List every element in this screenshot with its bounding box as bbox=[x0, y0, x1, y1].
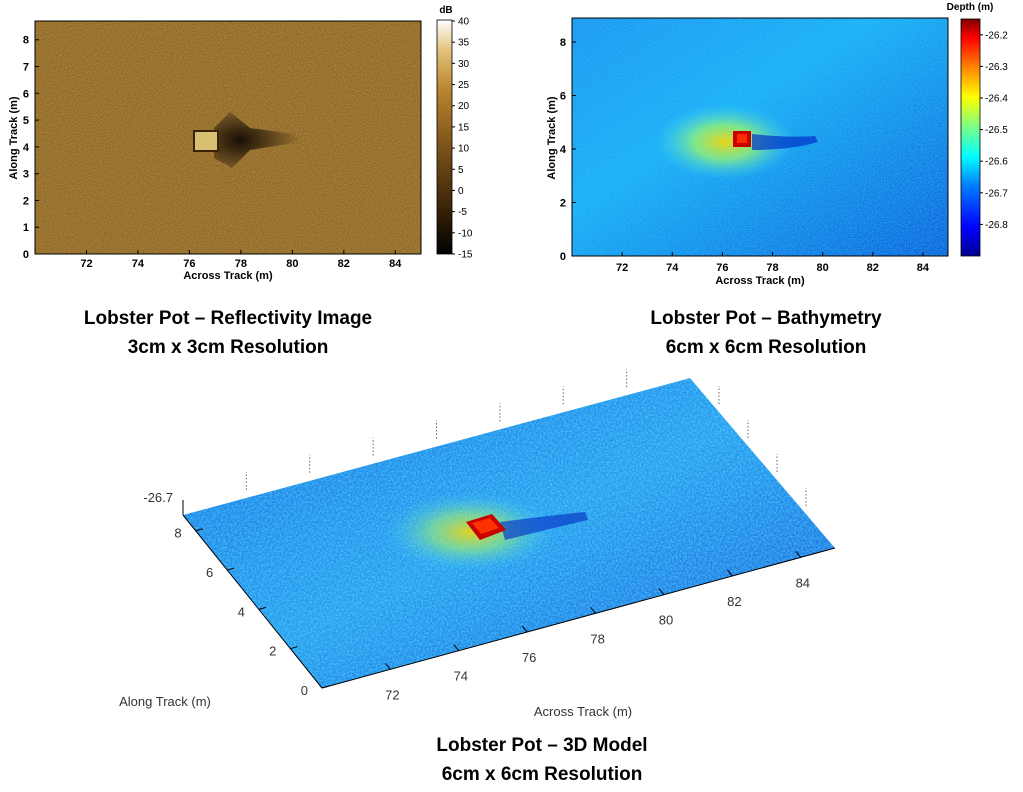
model3d-x-tick: 76 bbox=[522, 650, 536, 665]
model3d-caption: Lobster Pot – 3D Model 6cm x 6cm Resolut… bbox=[372, 731, 712, 789]
model3d-x-tick: 72 bbox=[385, 687, 399, 702]
reflectivity-y-axis: 0 1 2 3 4 5 6 7 8 bbox=[23, 35, 39, 261]
bathymetry-x-tick: 76 bbox=[716, 262, 728, 274]
bathymetry-y-axis: 0 2 4 6 8 bbox=[560, 37, 576, 263]
reflectivity-colorbar: dB 40 35 30 25 20 15 10 5 0 -5 -10 -15 bbox=[436, 5, 473, 261]
reflectivity-colorbar-tick: -10 bbox=[458, 228, 473, 239]
bathymetry-y-tick: 2 bbox=[560, 198, 566, 210]
model3d-y-label: Along Track (m) bbox=[119, 694, 211, 709]
bathymetry-colorbar-title: Depth (m) bbox=[947, 2, 994, 13]
bathymetry-y-tick: 8 bbox=[560, 37, 566, 49]
bathymetry-x-label: Across Track (m) bbox=[715, 275, 805, 287]
reflectivity-colorbar-title: dB bbox=[439, 5, 452, 16]
bathymetry-caption-resolution: 6cm x 6cm Resolution bbox=[665, 337, 867, 358]
bathymetry-x-axis: 72 74 76 78 80 82 84 bbox=[616, 252, 930, 274]
reflectivity-x-label: Across Track (m) bbox=[183, 270, 273, 282]
reflectivity-colorbar-tick: 35 bbox=[458, 38, 470, 49]
reflectivity-colorbar-tick: 30 bbox=[458, 59, 470, 70]
model3d-grid-stubs bbox=[245, 369, 807, 506]
model3d-x-axis: 72 74 76 78 80 82 84 bbox=[385, 551, 810, 702]
bathymetry-y-tick: 0 bbox=[560, 251, 566, 263]
model3d-z-tick: -26.7 bbox=[143, 490, 173, 505]
bathymetry-chart: 0 2 4 6 8 72 74 76 78 80 82 84 Across Track (m) Al… bbox=[546, 2, 1008, 287]
reflectivity-x-tick: 78 bbox=[235, 258, 247, 270]
reflectivity-x-tick: 72 bbox=[80, 258, 92, 270]
reflectivity-y-tick: 6 bbox=[23, 88, 29, 100]
model3d-x-tick: 84 bbox=[796, 575, 810, 590]
reflectivity-y-tick: 7 bbox=[23, 62, 29, 74]
bathymetry-plot-area bbox=[571, 17, 949, 257]
reflectivity-y-tick: 1 bbox=[23, 222, 29, 234]
model3d-y-tick: 0 bbox=[301, 683, 308, 698]
bathymetry-y-tick: 6 bbox=[560, 91, 566, 103]
bathymetry-colorbar-tick: -26.6 bbox=[985, 157, 1008, 168]
reflectivity-caption-resolution: 3cm x 3cm Resolution bbox=[127, 337, 329, 358]
reflectivity-x-axis: 72 74 76 78 80 82 84 bbox=[80, 250, 402, 270]
model3d-y-axis: 0 2 4 6 8 bbox=[174, 526, 330, 698]
bathymetry-x-tick: 84 bbox=[917, 262, 930, 274]
model3d-scour-trail bbox=[500, 512, 588, 540]
model3d-x-tick: 80 bbox=[659, 613, 673, 628]
bathymetry-colorbar-tick: -26.7 bbox=[985, 188, 1008, 199]
reflectivity-y-tick: 8 bbox=[23, 35, 29, 47]
reflectivity-caption: Lobster Pot – Reflectivity Image 3cm x 3… bbox=[40, 304, 416, 362]
reflectivity-x-tick: 74 bbox=[132, 258, 145, 270]
lobster-pot-shadow bbox=[214, 112, 300, 168]
model3d-x-tick: 82 bbox=[727, 594, 741, 609]
reflectivity-y-tick: 5 bbox=[23, 115, 29, 127]
bathymetry-x-tick: 80 bbox=[817, 262, 829, 274]
reflectivity-y-tick: 2 bbox=[23, 195, 29, 207]
reflectivity-colorbar-tick: -5 bbox=[458, 207, 467, 218]
model3d-x-tick: 74 bbox=[454, 669, 468, 684]
reflectivity-y-tick: 4 bbox=[23, 142, 30, 154]
reflectivity-plot-area bbox=[34, 20, 422, 255]
bathymetry-x-tick: 72 bbox=[616, 262, 628, 274]
reflectivity-y-label: Along Track (m) bbox=[8, 96, 20, 179]
bathymetry-colorbar-tick: -26.4 bbox=[985, 94, 1008, 105]
model3d-y-tick: 4 bbox=[238, 604, 245, 619]
bathymetry-colorbar-tick: -26.8 bbox=[985, 220, 1008, 231]
bathymetry-colorbar-tick: -26.2 bbox=[985, 30, 1008, 41]
model3d-y-tick: 8 bbox=[174, 526, 181, 541]
bathymetry-x-tick: 82 bbox=[867, 262, 879, 274]
reflectivity-colorbar-tick: 15 bbox=[458, 122, 470, 133]
bathymetry-colorbar-tick: -26.3 bbox=[985, 62, 1008, 73]
reflectivity-y-tick: 3 bbox=[23, 169, 29, 181]
lobster-pot-target bbox=[193, 130, 219, 152]
reflectivity-x-tick: 76 bbox=[183, 258, 195, 270]
reflectivity-x-tick: 80 bbox=[286, 258, 298, 270]
reflectivity-x-tick: 82 bbox=[338, 258, 350, 270]
model3d-surface bbox=[183, 378, 835, 688]
bathymetry-x-tick: 74 bbox=[666, 262, 679, 274]
bathymetry-colorbar-tick: -26.5 bbox=[985, 125, 1008, 136]
reflectivity-colorbar-tick: 0 bbox=[458, 186, 464, 197]
reflectivity-caption-title: Lobster Pot – Reflectivity Image bbox=[83, 308, 373, 329]
reflectivity-colorbar-tick: 20 bbox=[458, 101, 470, 112]
model3d-caption-title: Lobster Pot – 3D Model bbox=[436, 735, 648, 756]
model3d-x-tick: 78 bbox=[590, 631, 604, 646]
bathymetry-y-label: Along Track (m) bbox=[546, 96, 558, 179]
reflectivity-colorbar-tick: 5 bbox=[458, 165, 464, 176]
model3d-x-label: Across Track (m) bbox=[534, 704, 632, 719]
bathymetry-colorbar: Depth (m) -26.2 -26.3 -26.4 -26.5 -26.6 -26.7… bbox=[947, 2, 1008, 257]
bathymetry-x-tick: 78 bbox=[766, 262, 778, 274]
reflectivity-x-tick: 84 bbox=[389, 258, 402, 270]
bathymetry-caption: Lobster Pot – Bathymetry 6cm x 6cm Resol… bbox=[596, 304, 936, 362]
model3d-caption-resolution: 6cm x 6cm Resolution bbox=[441, 764, 643, 785]
model3d-y-tick: 2 bbox=[269, 644, 276, 659]
reflectivity-colorbar-tick: 10 bbox=[458, 144, 470, 155]
bathymetry-scour-trail bbox=[752, 134, 818, 150]
model3d-y-tick: 6 bbox=[206, 565, 213, 580]
bathymetry-y-tick: 4 bbox=[560, 144, 567, 156]
reflectivity-colorbar-tick: -15 bbox=[458, 250, 473, 261]
model3d-chart: 0 2 4 6 8 72 74 76 78 80 82 84 -26.7 Along Track (… bbox=[119, 369, 836, 719]
reflectivity-colorbar-tick: 25 bbox=[458, 80, 470, 91]
reflectivity-colorbar-tick: 40 bbox=[458, 17, 470, 28]
bathymetry-caption-title: Lobster Pot – Bathymetry bbox=[650, 308, 882, 329]
reflectivity-y-tick: 0 bbox=[23, 249, 29, 261]
